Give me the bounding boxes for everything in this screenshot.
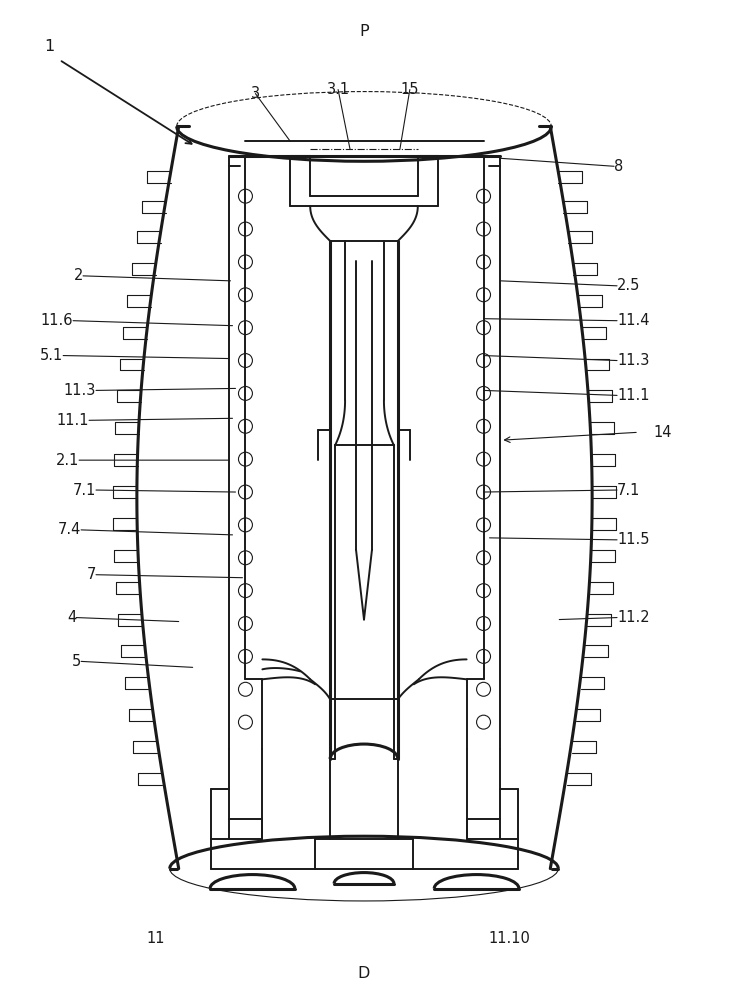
Text: 7: 7 bbox=[87, 567, 96, 582]
Text: 11.3: 11.3 bbox=[617, 353, 650, 368]
Text: 11: 11 bbox=[147, 931, 165, 946]
Text: D: D bbox=[358, 966, 370, 981]
Text: 3.1: 3.1 bbox=[327, 82, 350, 97]
Text: 11.4: 11.4 bbox=[617, 313, 650, 328]
Text: 7.1: 7.1 bbox=[73, 483, 96, 498]
Text: 2.1: 2.1 bbox=[55, 453, 79, 468]
Text: 2: 2 bbox=[74, 268, 83, 283]
Text: 11.3: 11.3 bbox=[63, 383, 96, 398]
Text: 3: 3 bbox=[251, 86, 260, 101]
Text: 11.6: 11.6 bbox=[41, 313, 73, 328]
Text: 11.10: 11.10 bbox=[488, 931, 531, 946]
Text: 7.4: 7.4 bbox=[58, 522, 81, 537]
Text: 2.5: 2.5 bbox=[617, 278, 640, 293]
Text: 11.5: 11.5 bbox=[617, 532, 650, 547]
Text: 1: 1 bbox=[44, 39, 55, 54]
Text: 11.1: 11.1 bbox=[617, 388, 650, 403]
Text: 11.1: 11.1 bbox=[57, 413, 89, 428]
Text: 11.2: 11.2 bbox=[617, 610, 650, 625]
Text: P: P bbox=[359, 24, 369, 39]
Text: 7.1: 7.1 bbox=[617, 483, 640, 498]
Text: 5.1: 5.1 bbox=[40, 348, 63, 363]
Text: 14: 14 bbox=[654, 425, 672, 440]
Text: 4: 4 bbox=[67, 610, 76, 625]
Text: 15: 15 bbox=[400, 82, 419, 97]
Text: 8: 8 bbox=[614, 159, 623, 174]
Text: 5: 5 bbox=[72, 654, 81, 669]
